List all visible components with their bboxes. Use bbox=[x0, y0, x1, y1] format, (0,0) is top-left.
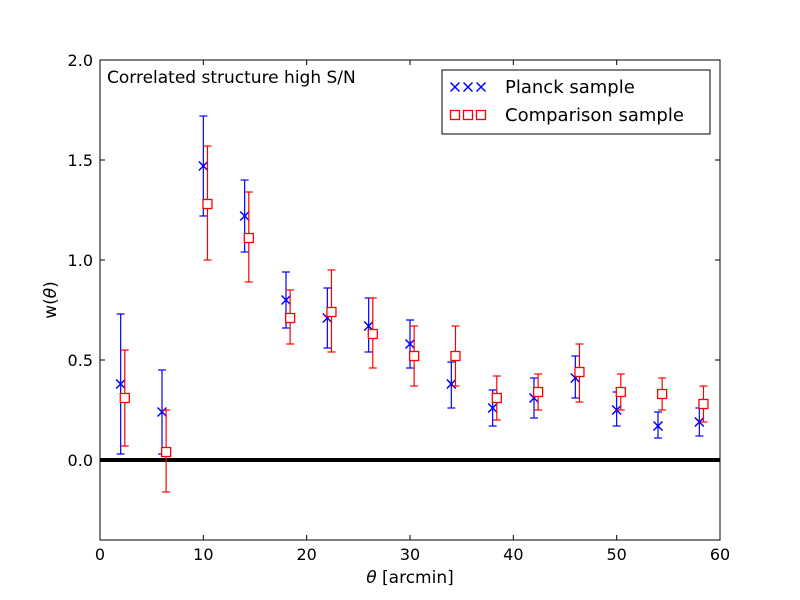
data-point bbox=[198, 160, 209, 172]
data-point bbox=[487, 402, 498, 414]
x-tick-label: 10 bbox=[193, 545, 213, 564]
x-tick-label: 0 bbox=[95, 545, 105, 564]
data-point bbox=[115, 378, 126, 390]
y-axis-label: w(θ) bbox=[41, 281, 61, 319]
legend-marker-planck bbox=[449, 81, 487, 93]
x-tick-label: 40 bbox=[503, 545, 523, 564]
x-axis-label-unit: [arcmin] bbox=[377, 568, 454, 588]
legend-x-marker bbox=[449, 81, 461, 93]
x-axis-label-symbol: θ bbox=[366, 568, 377, 588]
y-axis-label-symbol: θ bbox=[41, 287, 61, 298]
x-tick-label: 60 bbox=[710, 545, 730, 564]
data-point bbox=[160, 446, 172, 458]
data-point bbox=[615, 386, 626, 398]
x-axis-label: θ [arcmin] bbox=[366, 568, 454, 588]
x-tick-label: 50 bbox=[606, 545, 626, 564]
data-point bbox=[326, 306, 337, 318]
data-point bbox=[202, 198, 213, 210]
data-point bbox=[450, 350, 461, 362]
data-point bbox=[698, 398, 709, 410]
data-point bbox=[694, 416, 705, 428]
legend-x-marker bbox=[462, 81, 474, 93]
data-point bbox=[446, 378, 457, 390]
data-point bbox=[574, 366, 585, 378]
plot-area bbox=[100, 115, 720, 493]
series-comparison bbox=[119, 145, 709, 493]
x-tick-label: 30 bbox=[400, 545, 420, 564]
data-point bbox=[119, 392, 130, 404]
legend: Planck sample Comparison sample bbox=[441, 69, 711, 135]
legend-x-marker bbox=[475, 81, 487, 93]
y-tick-label: 2.0 bbox=[68, 51, 93, 70]
ticks-layer: 0 10 20 30 40 50 60 0.0 0.5 1.0 1.5 2.0 bbox=[68, 51, 731, 564]
data-point bbox=[656, 388, 668, 400]
y-tick-label: 1.5 bbox=[68, 151, 93, 170]
data-point bbox=[280, 294, 292, 306]
y-tick-label: 0.5 bbox=[68, 351, 93, 370]
y-axis-label-suffix: ) bbox=[41, 281, 61, 288]
legend-square-marker bbox=[462, 109, 474, 121]
data-point bbox=[532, 386, 544, 398]
legend-square-marker bbox=[449, 109, 461, 121]
legend-marker-comparison bbox=[449, 109, 487, 121]
series-layer bbox=[115, 115, 709, 493]
data-point bbox=[367, 328, 378, 340]
data-point bbox=[156, 406, 168, 418]
legend-square-marker bbox=[475, 109, 487, 121]
y-axis-label-prefix: w( bbox=[41, 298, 61, 319]
data-point bbox=[652, 420, 664, 432]
data-point bbox=[611, 404, 622, 416]
y-tick-label: 0.0 bbox=[68, 451, 93, 470]
y-tick-label: 1.0 bbox=[68, 251, 93, 270]
data-point bbox=[239, 210, 250, 222]
legend-frame bbox=[441, 69, 711, 135]
chart-annotation: Correlated structure high S/N bbox=[107, 68, 356, 88]
data-point bbox=[284, 312, 296, 324]
legend-label-planck: Planck sample bbox=[505, 77, 635, 98]
x-tick-label: 20 bbox=[296, 545, 316, 564]
legend-label-comparison: Comparison sample bbox=[505, 105, 684, 126]
data-point bbox=[491, 392, 502, 404]
data-point bbox=[243, 232, 254, 244]
data-point bbox=[404, 338, 416, 350]
data-point bbox=[408, 350, 420, 362]
